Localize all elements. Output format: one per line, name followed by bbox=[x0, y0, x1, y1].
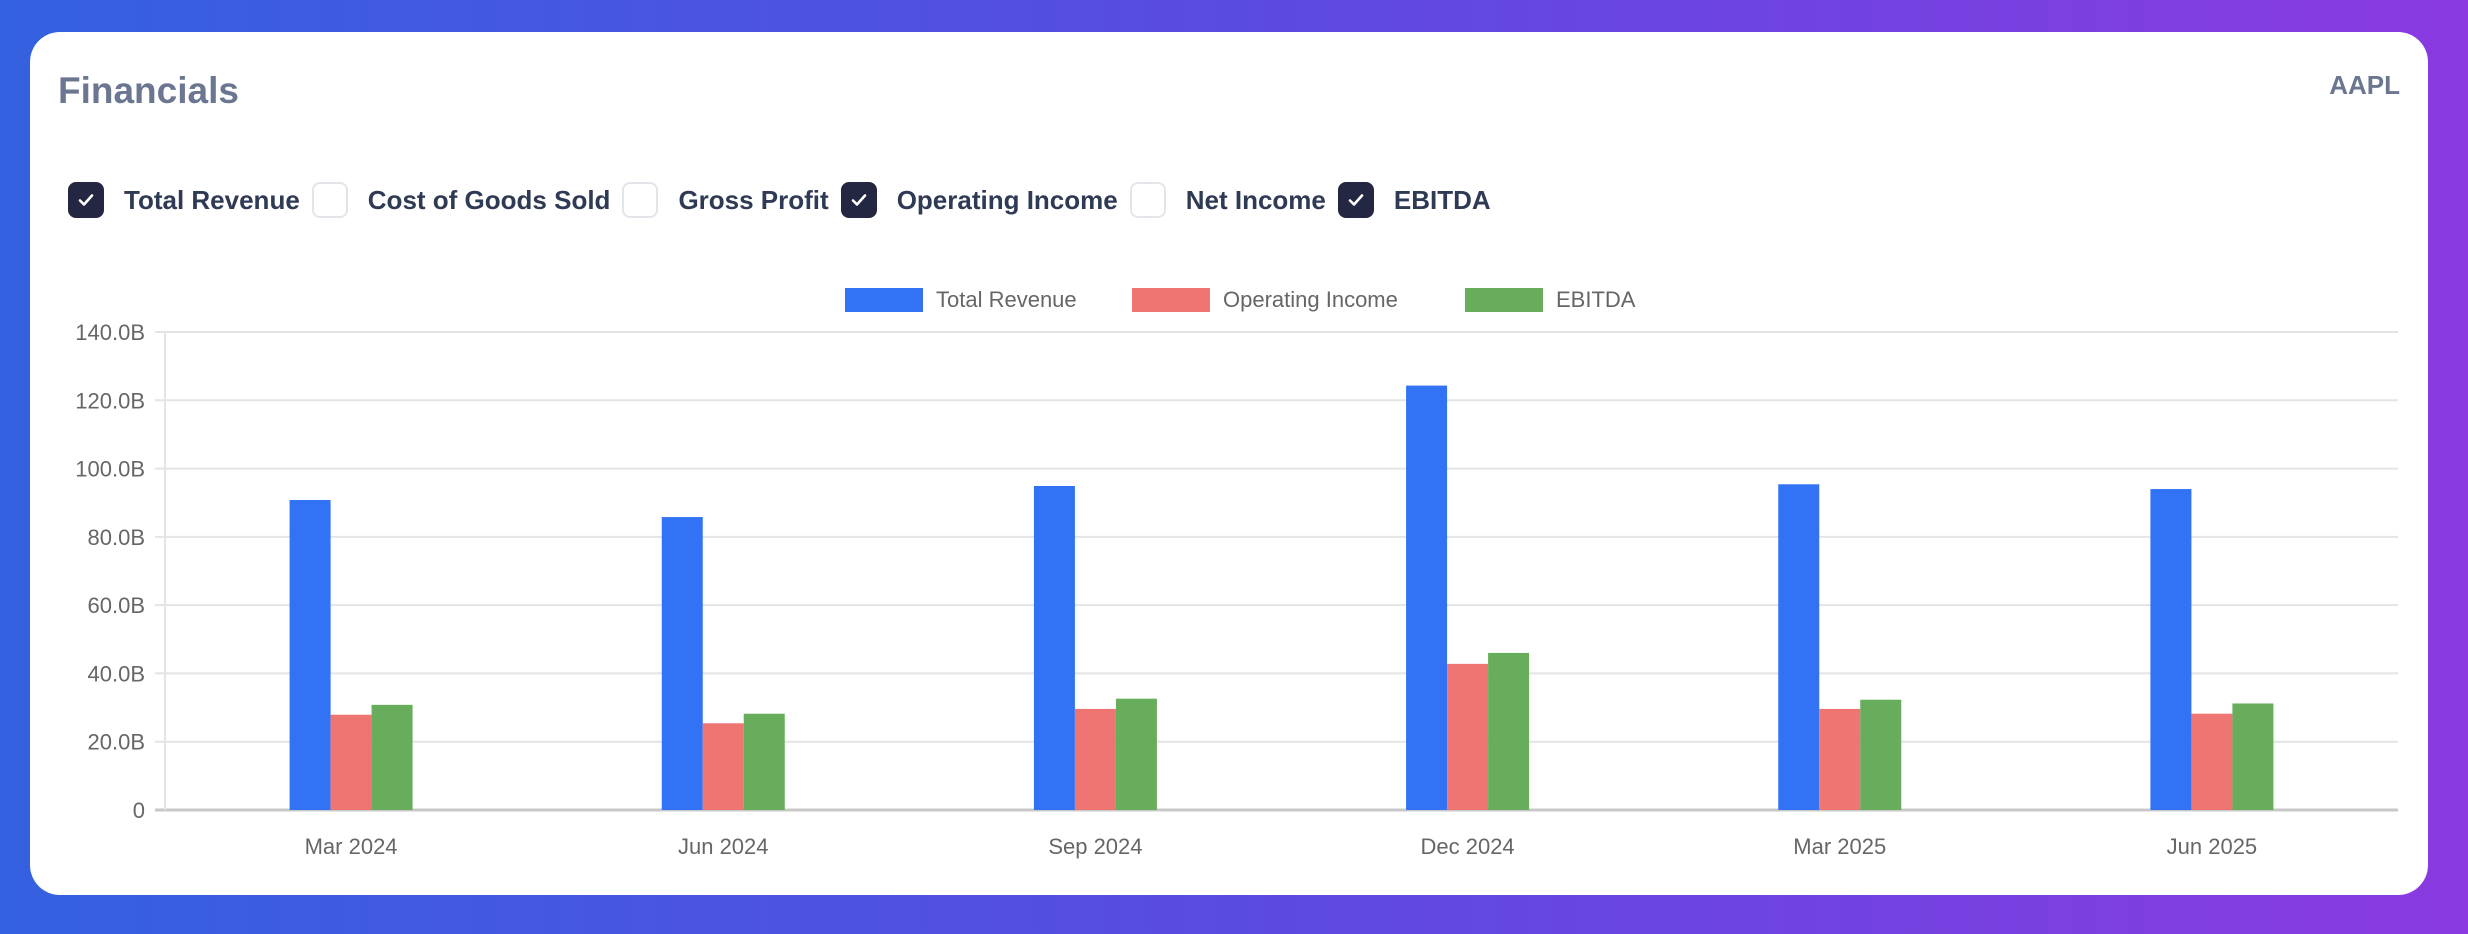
legend-label: Operating Income bbox=[1223, 287, 1398, 312]
toggle-net-income[interactable]: Net Income bbox=[1129, 182, 1338, 218]
bar-ebitda bbox=[1860, 699, 1902, 810]
financials-card: Financials AAPL Total Revenue Cost of Goo… bbox=[30, 32, 2428, 895]
checkbox[interactable] bbox=[840, 182, 877, 218]
y-tick-label: 140.0B bbox=[75, 320, 145, 345]
bar-total-revenue bbox=[2150, 489, 2192, 810]
check-icon bbox=[1348, 194, 1364, 206]
bar-ebitda bbox=[371, 704, 413, 810]
toggle-ebitda[interactable]: EBITDA bbox=[1337, 182, 1503, 218]
checkbox[interactable] bbox=[622, 182, 659, 218]
bar-total-revenue bbox=[289, 499, 331, 810]
toggle-cost-of-goods-sold[interactable]: Cost of Goods Sold bbox=[311, 182, 623, 218]
check-icon bbox=[851, 194, 866, 206]
toggle-label: EBITDA bbox=[1393, 184, 1491, 215]
bar-operating-income bbox=[330, 714, 372, 810]
y-tick-label: 80.0B bbox=[88, 525, 146, 550]
check-icon bbox=[78, 194, 94, 206]
x-tick-label: Mar 2024 bbox=[305, 834, 398, 859]
y-tick-label: 40.0B bbox=[88, 661, 146, 686]
toggle-label: Operating Income bbox=[896, 184, 1118, 215]
checkbox[interactable] bbox=[68, 182, 104, 218]
toggle-label: Net Income bbox=[1185, 184, 1326, 215]
page-title: Financials bbox=[58, 70, 239, 111]
y-tick-label: 120.0B bbox=[75, 388, 145, 413]
x-tick-label: Dec 2024 bbox=[1420, 834, 1514, 859]
bar-operating-income bbox=[2191, 713, 2233, 810]
bar-operating-income bbox=[1447, 663, 1489, 810]
legend-swatch bbox=[845, 288, 923, 312]
x-tick-label: Sep 2024 bbox=[1048, 834, 1142, 859]
bar-operating-income bbox=[702, 723, 744, 810]
checkbox[interactable] bbox=[1337, 182, 1374, 218]
checkbox[interactable] bbox=[311, 182, 348, 218]
bar-operating-income bbox=[1819, 708, 1861, 810]
x-tick-label: Mar 2025 bbox=[1793, 834, 1886, 859]
bar-operating-income bbox=[1074, 708, 1116, 810]
toggle-label: Total Revenue bbox=[124, 184, 300, 215]
bar-ebitda bbox=[743, 713, 785, 810]
bar-ebitda bbox=[1115, 698, 1157, 810]
toggle-label: Cost of Goods Sold bbox=[367, 184, 611, 215]
legend-label: EBITDA bbox=[1556, 287, 1636, 312]
y-tick-label: 60.0B bbox=[88, 593, 146, 618]
y-tick-label: 0 bbox=[133, 798, 145, 823]
bar-total-revenue bbox=[1778, 484, 1820, 810]
y-tick-label: 20.0B bbox=[88, 730, 146, 755]
x-tick-label: Jun 2024 bbox=[678, 834, 769, 859]
ticker-label: AAPL bbox=[2329, 70, 2400, 100]
x-tick-label: Jun 2025 bbox=[2167, 834, 2258, 859]
y-tick-label: 100.0B bbox=[75, 457, 145, 482]
bar-ebitda bbox=[1488, 652, 1530, 810]
bar-ebitda bbox=[2232, 703, 2274, 810]
checkbox[interactable] bbox=[1129, 182, 1166, 218]
legend-label: Total Revenue bbox=[936, 287, 1077, 312]
toggle-operating-income[interactable]: Operating Income bbox=[840, 182, 1130, 218]
bar-total-revenue bbox=[1033, 485, 1075, 810]
legend-swatch bbox=[1465, 288, 1543, 312]
toggle-total-revenue[interactable]: Total Revenue bbox=[68, 182, 312, 218]
bar-total-revenue bbox=[1406, 385, 1448, 810]
bar-total-revenue bbox=[661, 517, 703, 810]
legend-swatch bbox=[1132, 288, 1210, 312]
toggle-gross-profit[interactable]: Gross Profit bbox=[622, 182, 840, 218]
metric-toggles: Total Revenue Cost of Goods Sold Gross Pro… bbox=[68, 182, 1503, 218]
toggle-label: Gross Profit bbox=[678, 184, 829, 215]
